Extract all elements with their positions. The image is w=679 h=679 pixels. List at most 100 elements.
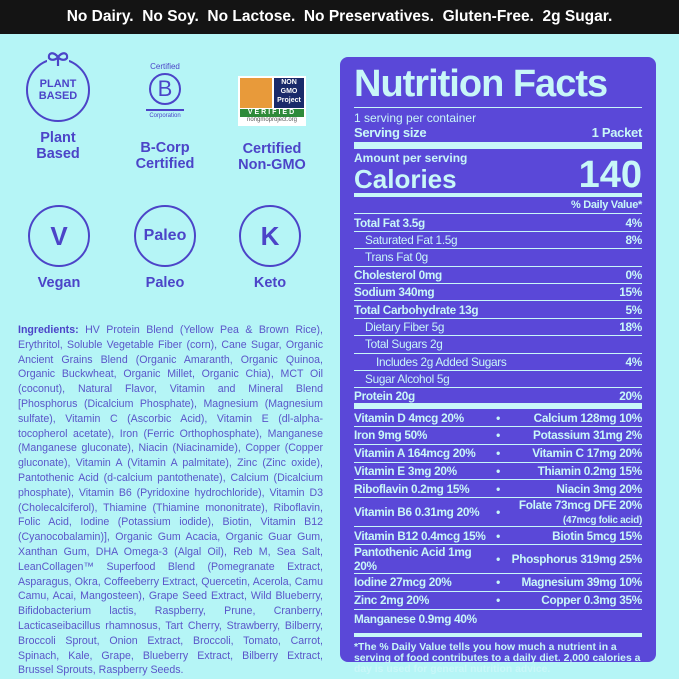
separator-dot: •	[496, 552, 500, 567]
vitamin-row: Vitamin B6 0.31mg 20% • Folate 73mcg DFE 2…	[354, 498, 642, 528]
vitamin-row: Vitamin B12 0.4mcg 15% • Biotin 5mcg 15%	[354, 527, 642, 546]
vitamin-right: Calcium 128mg 10%	[533, 410, 643, 425]
badge-label: Vegan	[37, 275, 81, 291]
badge-label: Non-GMO	[238, 157, 306, 173]
vitamin-right: Niacin 3mg 20%	[556, 481, 642, 496]
vitamin-right: Potassium 31mg 2%	[533, 428, 642, 443]
sprout-icon	[47, 50, 69, 66]
nutrient-row: Dietary Fiber 5g 18%	[354, 319, 642, 337]
badge-label: Based	[36, 146, 80, 162]
nutrient-dv: 5%	[625, 302, 643, 317]
nutrient-dv: 20%	[619, 388, 642, 403]
vitamin-row: Riboflavin 0.2mg 15% • Niacin 3mg 20%	[354, 480, 642, 499]
vitamin-left: Manganese 0.9mg 40%	[354, 611, 477, 626]
vitamin-right: Folate 73mcg DFE 20%	[518, 498, 642, 513]
nutrient-label: Total Fat 3.5g	[354, 215, 425, 230]
servings: 1 serving per container	[354, 111, 477, 125]
nutrient-label: Sugar Alcohol 5g	[365, 372, 450, 387]
badge-label: Keto	[253, 275, 287, 291]
nutrient-row: Cholesterol 0mg 0%	[354, 267, 642, 284]
calories-value: 140	[578, 154, 642, 196]
vitamin-right: Thiamin 0.2mg 15%	[537, 464, 643, 479]
nutrient-row: Sodium 340mg 15%	[354, 284, 642, 302]
nutrient-dv: 0%	[625, 267, 643, 282]
separator-dot: •	[496, 575, 500, 590]
b-corp-divider	[146, 109, 184, 111]
separator-dot: •	[496, 505, 500, 520]
nutrient-label: Saturated Fat 1.5g	[365, 232, 458, 247]
nutrient-label: Cholesterol 0mg	[354, 267, 442, 282]
b-corp-icon-letter: B	[149, 73, 181, 105]
nutrient-dv: 8%	[625, 232, 643, 247]
keto-icon: K	[239, 205, 301, 267]
vitamin-row: Vitamin E 3mg 20% • Thiamin 0.2mg 15%	[354, 463, 642, 481]
badge-b-corp: Certified B Corporation B-Corp Certified	[115, 62, 215, 172]
separator-dot: •	[496, 410, 500, 425]
badge-paleo: Paleo Paleo	[115, 205, 215, 291]
vitamin-row: Iron 9mg 50% • Potassium 31mg 2%	[354, 427, 642, 445]
vegan-icon: V	[28, 205, 90, 267]
plant-based-icon: PLANT BASED	[26, 50, 90, 122]
vitamin-left: Vitamin E 3mg 20%	[354, 464, 457, 479]
non-gmo-url: nongmoproject.org	[246, 117, 298, 123]
vitamin-left: Iron 9mg 50%	[354, 428, 428, 443]
serving-size-label: Serving size	[354, 125, 427, 140]
nutrient-label: Dietary Fiber 5g	[365, 319, 445, 334]
macro-rows: Total Fat 3.5g 4% Saturated Fat 1.5g 8% Tran…	[354, 214, 643, 410]
badge-keto: K Keto	[220, 205, 320, 291]
nutrition-facts-panel: Nutrition Facts 1 serving per container …	[340, 57, 656, 675]
vitamin-left: Vitamin D 4mcg 20%	[354, 410, 464, 425]
non-gmo-icon-text: NON GMO Project	[274, 78, 304, 108]
nutrient-label: Total Sugars 2g	[365, 337, 443, 352]
nutrient-label: Protein 20g	[354, 388, 415, 403]
vitamin-right: Vitamin C 17mg 20%	[532, 446, 642, 461]
b-corp-icon-top: Certified	[150, 62, 180, 71]
badge-non-gmo: NON GMO Project VERIFIED nongmoproject.o…	[222, 76, 322, 173]
vitamin-row: Zinc 2mg 20% • Copper 0.3mg 35%	[354, 592, 642, 610]
nutrient-label: Sodium 340mg	[354, 285, 435, 300]
vitamin-left: Vitamin B6 0.31mg 20%	[354, 505, 480, 520]
vitamin-right-sub: (47mcg folic acid)	[562, 515, 642, 527]
vitamin-row: Manganese 0.9mg 40%	[354, 610, 642, 628]
vitamin-row: Vitamin A 164mcg 20% • Vitamin C 17mg 20%	[354, 445, 642, 463]
ingredients-text: HV Protein Blend (Yellow Pea & Brown Ric…	[18, 324, 323, 677]
serving-size-value: 1 Packet	[591, 125, 643, 140]
badge-label: B-Corp	[140, 140, 190, 156]
non-gmo-icon: NON GMO Project VERIFIED nongmoproject.o…	[238, 76, 306, 126]
vitamin-left: Zinc 2mg 20%	[354, 593, 430, 608]
vitamin-row: Iodine 27mcg 20% • Magnesium 39mg 10%	[354, 574, 642, 592]
separator-dot: •	[496, 481, 500, 496]
badge-label: Certified	[242, 141, 302, 157]
nutrient-dv: 4%	[625, 215, 643, 230]
vitamin-left: Vitamin A 164mcg 20%	[354, 446, 476, 461]
separator-dot: •	[496, 446, 500, 461]
amount-per-serving: Amount per serving	[354, 151, 468, 165]
nutrient-dv: 4%	[625, 354, 643, 369]
vitamin-right: Copper 0.3mg 35%	[541, 593, 642, 608]
vitamin-left: Iodine 27mcg 20%	[354, 575, 452, 590]
badge-label: Paleo	[145, 275, 185, 291]
vitamin-row: Pantothenic Acid 1mg 20% • Phosphorus 319m…	[354, 545, 643, 575]
badge-label: Certified	[135, 156, 195, 172]
separator-dot: •	[496, 593, 500, 608]
nutrient-row: Saturated Fat 1.5g 8%	[354, 232, 643, 250]
nutrient-row: Trans Fat 0g	[354, 249, 642, 267]
ingredients-heading: Ingredients:	[18, 324, 79, 336]
badge-vegan: V Vegan	[9, 205, 109, 291]
vitamin-right: Phosphorus 319mg 25%	[511, 552, 643, 567]
vitamin-row: Vitamin D 4mcg 20% • Calcium 128mg 10%	[354, 409, 643, 428]
nutrient-label: Includes 2g Added Sugars	[376, 354, 507, 369]
claims-banner: No Dairy. No Soy. No Lactose. No Preserv…	[0, 0, 679, 34]
b-corp-icon-bottom: Corporation	[149, 113, 181, 119]
vitamin-left: Pantothenic Acid 1mg 20%	[354, 545, 472, 574]
vitamin-rows: Vitamin D 4mcg 20% • Calcium 128mg 10% Iron…	[354, 409, 642, 627]
paleo-icon: Paleo	[134, 205, 196, 267]
nutrient-label: Trans Fat 0g	[365, 250, 428, 265]
plant-based-icon-text: PLANT BASED	[38, 78, 78, 102]
nutrient-row: Sugar Alcohol 5g	[354, 371, 642, 389]
separator-dot: •	[496, 464, 500, 479]
nutrient-row: Total Sugars 2g	[354, 336, 642, 354]
badge-label: Plant	[40, 130, 76, 146]
nutrient-row: Includes 2g Added Sugars 4%	[354, 354, 642, 371]
dv-header: % Daily Value*	[354, 197, 642, 215]
